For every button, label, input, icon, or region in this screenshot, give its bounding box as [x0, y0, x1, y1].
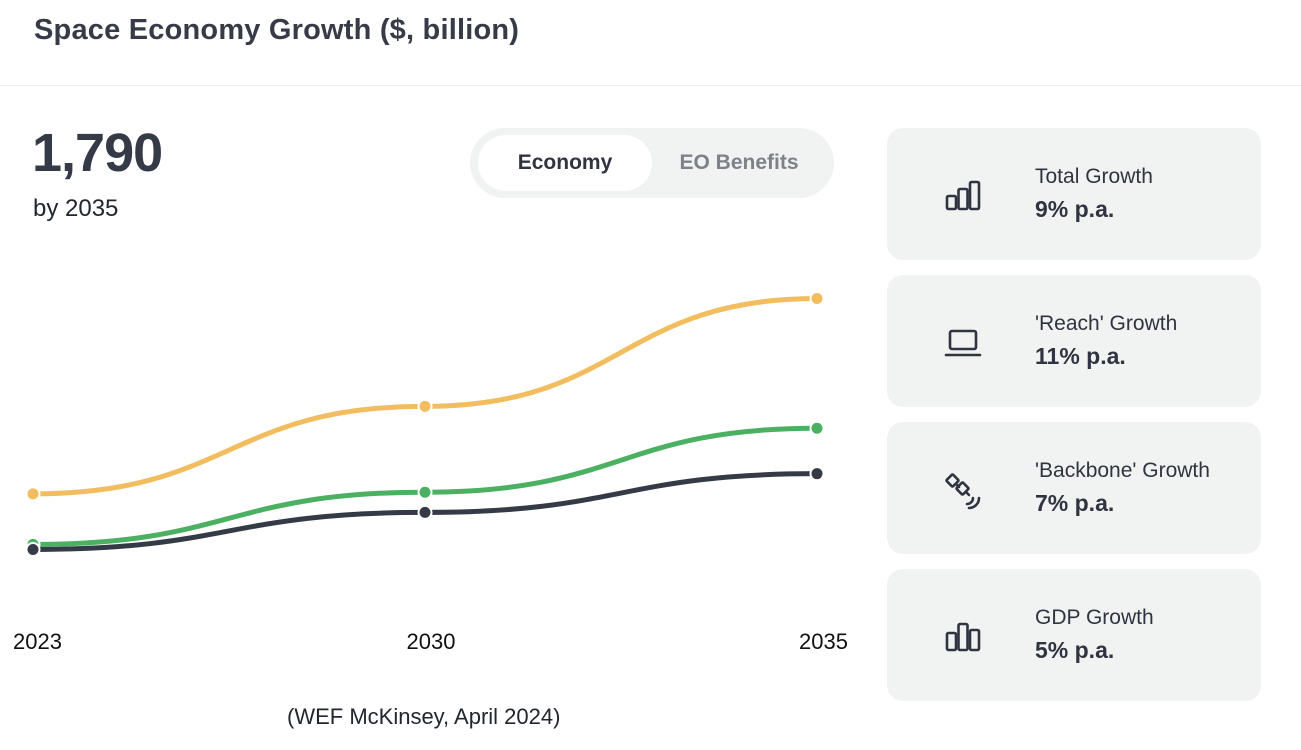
- headline-subtitle: by 2035: [33, 195, 119, 222]
- card-value: 7% p.a.: [1035, 490, 1115, 516]
- data-point-backbone-2023[interactable]: [25, 541, 41, 557]
- bar-chart-ascending-icon: [945, 180, 981, 211]
- data-point-total-2023[interactable]: [25, 486, 41, 502]
- card-label: 'Backbone' Growth: [1035, 459, 1210, 482]
- bar-chart-icon: [945, 622, 981, 652]
- page-title: Space Economy Growth ($, billion): [34, 14, 520, 46]
- card-gdp-growth: GDP Growth 5% p.a.: [887, 569, 1261, 701]
- card-label: GDP Growth: [1035, 606, 1154, 629]
- card-reach-growth: 'Reach' Growth 11% p.a.: [887, 275, 1261, 407]
- line-chart: 2023 2030 2035: [13, 291, 848, 654]
- data-point-total-2035[interactable]: [809, 291, 825, 307]
- x-tick-label: 2023: [13, 629, 62, 654]
- view-toggle: Economy EO Benefits: [470, 128, 834, 198]
- card-value: 11% p.a.: [1035, 343, 1126, 369]
- data-point-reach-2035[interactable]: [809, 420, 825, 436]
- laptop-icon: [944, 329, 982, 357]
- data-point-total-2030[interactable]: [417, 398, 433, 414]
- headline-value: 1,790: [32, 123, 163, 183]
- card-label: 'Reach' Growth: [1035, 312, 1178, 335]
- x-tick-label: 2035: [799, 629, 848, 654]
- card-value: 9% p.a.: [1035, 196, 1115, 222]
- series-line-total: [30, 296, 820, 497]
- card-backbone-growth: 'Backbone' Growth 7% p.a.: [887, 422, 1261, 554]
- data-point-backbone-2030[interactable]: [417, 504, 433, 520]
- toggle-eo-benefits-button[interactable]: EO Benefits: [679, 151, 799, 174]
- x-tick-label: 2030: [407, 629, 456, 654]
- header: Space Economy Growth ($, billion): [0, 0, 1301, 86]
- card-value: 5% p.a.: [1035, 637, 1115, 663]
- satellite-icon: [945, 473, 981, 510]
- data-point-backbone-2035[interactable]: [809, 466, 825, 482]
- card-total-growth: Total Growth 9% p.a.: [887, 128, 1261, 260]
- toggle-economy-button[interactable]: Economy: [478, 135, 652, 191]
- card-label: Total Growth: [1035, 165, 1153, 188]
- data-point-reach-2030[interactable]: [417, 484, 433, 500]
- source-note: (WEF McKinsey, April 2024): [287, 704, 561, 729]
